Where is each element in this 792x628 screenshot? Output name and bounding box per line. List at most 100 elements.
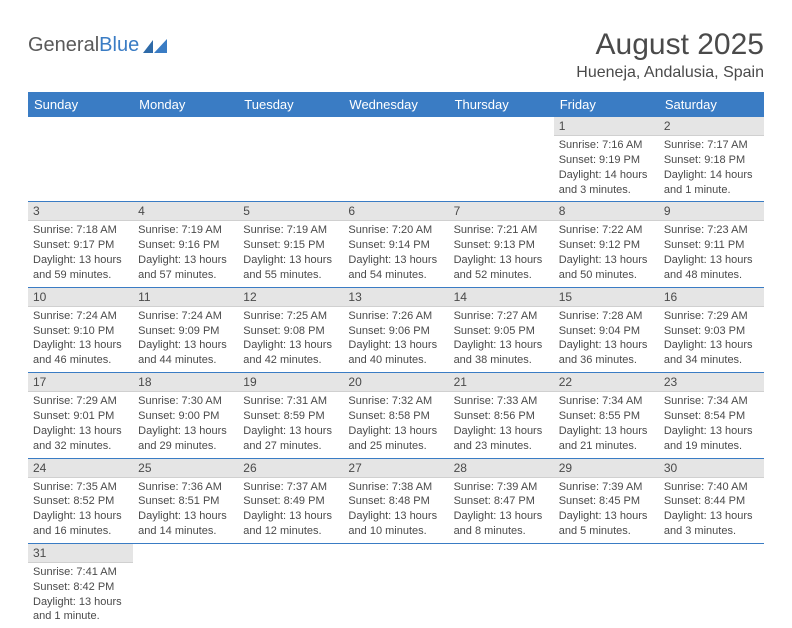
sunrise-text: Sunrise: 7:18 AM (33, 223, 128, 238)
header: GeneralBlue August 2025 Hueneja, Andalus… (28, 28, 764, 82)
day-number: 31 (28, 544, 133, 563)
calendar-day: 31Sunrise: 7:41 AMSunset: 8:42 PMDayligh… (28, 543, 133, 628)
sunset-text: Sunset: 8:54 PM (664, 409, 759, 424)
sunset-text: Sunset: 9:06 PM (348, 324, 443, 339)
calendar-empty (133, 543, 238, 628)
daylight-text: Daylight: 13 hours and 16 minutes. (33, 509, 128, 539)
calendar-row: 3Sunrise: 7:18 AMSunset: 9:17 PMDaylight… (28, 202, 764, 287)
month-title: August 2025 (576, 28, 764, 62)
day-body: Sunrise: 7:34 AMSunset: 8:54 PMDaylight:… (659, 392, 764, 457)
sunset-text: Sunset: 9:17 PM (33, 238, 128, 253)
sunrise-text: Sunrise: 7:29 AM (33, 394, 128, 409)
day-body: Sunrise: 7:41 AMSunset: 8:42 PMDaylight:… (28, 563, 133, 628)
calendar-day: 30Sunrise: 7:40 AMSunset: 8:44 PMDayligh… (659, 458, 764, 543)
day-body: Sunrise: 7:40 AMSunset: 8:44 PMDaylight:… (659, 478, 764, 543)
day-body: Sunrise: 7:38 AMSunset: 8:48 PMDaylight:… (343, 478, 448, 543)
daylight-text: Daylight: 13 hours and 1 minute. (33, 595, 128, 625)
sunrise-text: Sunrise: 7:19 AM (138, 223, 233, 238)
day-number: 12 (238, 288, 343, 307)
calendar-day: 10Sunrise: 7:24 AMSunset: 9:10 PMDayligh… (28, 287, 133, 372)
day-body: Sunrise: 7:33 AMSunset: 8:56 PMDaylight:… (449, 392, 554, 457)
day-number: 10 (28, 288, 133, 307)
day-number: 17 (28, 373, 133, 392)
daylight-text: Daylight: 13 hours and 57 minutes. (138, 253, 233, 283)
weekday-header: Wednesday (343, 92, 448, 117)
day-body: Sunrise: 7:29 AMSunset: 9:03 PMDaylight:… (659, 307, 764, 372)
sunrise-text: Sunrise: 7:23 AM (664, 223, 759, 238)
day-body: Sunrise: 7:22 AMSunset: 9:12 PMDaylight:… (554, 221, 659, 286)
day-body: Sunrise: 7:34 AMSunset: 8:55 PMDaylight:… (554, 392, 659, 457)
calendar-empty (133, 117, 238, 202)
daylight-text: Daylight: 13 hours and 32 minutes. (33, 424, 128, 454)
sunrise-text: Sunrise: 7:19 AM (243, 223, 338, 238)
calendar-day: 23Sunrise: 7:34 AMSunset: 8:54 PMDayligh… (659, 373, 764, 458)
daylight-text: Daylight: 13 hours and 14 minutes. (138, 509, 233, 539)
sunrise-text: Sunrise: 7:30 AM (138, 394, 233, 409)
day-number: 13 (343, 288, 448, 307)
sunset-text: Sunset: 9:10 PM (33, 324, 128, 339)
calendar-empty (238, 117, 343, 202)
daylight-text: Daylight: 13 hours and 46 minutes. (33, 338, 128, 368)
sunrise-text: Sunrise: 7:34 AM (664, 394, 759, 409)
calendar-day: 1Sunrise: 7:16 AMSunset: 9:19 PMDaylight… (554, 117, 659, 202)
day-number: 23 (659, 373, 764, 392)
sunset-text: Sunset: 8:49 PM (243, 494, 338, 509)
calendar-day: 18Sunrise: 7:30 AMSunset: 9:00 PMDayligh… (133, 373, 238, 458)
sunset-text: Sunset: 9:11 PM (664, 238, 759, 253)
calendar-day: 8Sunrise: 7:22 AMSunset: 9:12 PMDaylight… (554, 202, 659, 287)
daylight-text: Daylight: 13 hours and 50 minutes. (559, 253, 654, 283)
weekday-header: Friday (554, 92, 659, 117)
day-number: 11 (133, 288, 238, 307)
sunset-text: Sunset: 9:00 PM (138, 409, 233, 424)
logo: GeneralBlue (28, 34, 169, 57)
calendar-empty (659, 543, 764, 628)
day-number: 21 (449, 373, 554, 392)
sunset-text: Sunset: 8:56 PM (454, 409, 549, 424)
calendar-day: 25Sunrise: 7:36 AMSunset: 8:51 PMDayligh… (133, 458, 238, 543)
sunset-text: Sunset: 9:03 PM (664, 324, 759, 339)
calendar-empty (449, 117, 554, 202)
sunrise-text: Sunrise: 7:20 AM (348, 223, 443, 238)
calendar-table: Sunday Monday Tuesday Wednesday Thursday… (28, 92, 764, 628)
daylight-text: Daylight: 13 hours and 48 minutes. (664, 253, 759, 283)
calendar-day: 9 Sunrise: 7:23 AMSunset: 9:11 PMDaylight… (659, 202, 764, 287)
title-block: August 2025 Hueneja, Andalusia, Spain (576, 28, 764, 82)
day-number: 9 (659, 202, 764, 221)
calendar-day: 16Sunrise: 7:29 AMSunset: 9:03 PMDayligh… (659, 287, 764, 372)
daylight-text: Daylight: 13 hours and 59 minutes. (33, 253, 128, 283)
sunset-text: Sunset: 9:16 PM (138, 238, 233, 253)
sunrise-text: Sunrise: 7:36 AM (138, 480, 233, 495)
calendar-day: 2Sunrise: 7:17 AMSunset: 9:18 PMDaylight… (659, 117, 764, 202)
daylight-text: Daylight: 13 hours and 54 minutes. (348, 253, 443, 283)
day-body: Sunrise: 7:28 AMSunset: 9:04 PMDaylight:… (554, 307, 659, 372)
calendar-day: 27Sunrise: 7:38 AMSunset: 8:48 PMDayligh… (343, 458, 448, 543)
weekday-header: Thursday (449, 92, 554, 117)
daylight-text: Daylight: 13 hours and 34 minutes. (664, 338, 759, 368)
sunset-text: Sunset: 9:15 PM (243, 238, 338, 253)
calendar-day: 22Sunrise: 7:34 AMSunset: 8:55 PMDayligh… (554, 373, 659, 458)
day-number: 4 (133, 202, 238, 221)
calendar-empty (28, 117, 133, 202)
sunset-text: Sunset: 9:09 PM (138, 324, 233, 339)
sunrise-text: Sunrise: 7:37 AM (243, 480, 338, 495)
sunrise-text: Sunrise: 7:40 AM (664, 480, 759, 495)
calendar-row: 24Sunrise: 7:35 AMSunset: 8:52 PMDayligh… (28, 458, 764, 543)
calendar-day: 21Sunrise: 7:33 AMSunset: 8:56 PMDayligh… (449, 373, 554, 458)
sunset-text: Sunset: 9:04 PM (559, 324, 654, 339)
day-number: 28 (449, 459, 554, 478)
weekday-header: Saturday (659, 92, 764, 117)
daylight-text: Daylight: 13 hours and 27 minutes. (243, 424, 338, 454)
sunrise-text: Sunrise: 7:35 AM (33, 480, 128, 495)
weekday-header: Tuesday (238, 92, 343, 117)
calendar-day: 17 Sunrise: 7:29 AMSunset: 9:01 PMDayligh… (28, 373, 133, 458)
logo-flag-icon (143, 37, 169, 55)
calendar-day: 19Sunrise: 7:31 AMSunset: 8:59 PMDayligh… (238, 373, 343, 458)
day-body: Sunrise: 7:21 AMSunset: 9:13 PMDaylight:… (449, 221, 554, 286)
daylight-text: Daylight: 13 hours and 3 minutes. (664, 509, 759, 539)
sunrise-text: Sunrise: 7:17 AM (664, 138, 759, 153)
daylight-text: Daylight: 13 hours and 5 minutes. (559, 509, 654, 539)
sunset-text: Sunset: 9:01 PM (33, 409, 128, 424)
sunrise-text: Sunrise: 7:24 AM (138, 309, 233, 324)
sunset-text: Sunset: 8:51 PM (138, 494, 233, 509)
sunrise-text: Sunrise: 7:21 AM (454, 223, 549, 238)
